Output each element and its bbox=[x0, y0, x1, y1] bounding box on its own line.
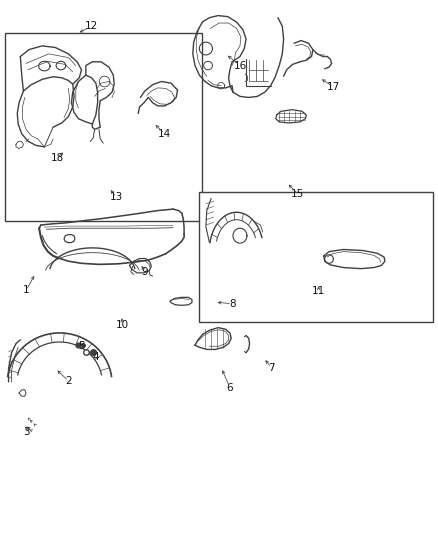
Text: 6: 6 bbox=[226, 383, 233, 393]
Text: 8: 8 bbox=[229, 298, 235, 309]
Text: 17: 17 bbox=[327, 82, 340, 92]
Text: 13: 13 bbox=[110, 192, 123, 203]
Text: 5: 5 bbox=[78, 341, 85, 351]
Text: 10: 10 bbox=[116, 320, 129, 330]
Text: 15: 15 bbox=[291, 189, 304, 199]
Text: 9: 9 bbox=[141, 267, 148, 277]
Bar bbox=[199, 192, 433, 322]
Bar bbox=[5, 33, 201, 221]
Text: 12: 12 bbox=[85, 21, 98, 31]
Text: 11: 11 bbox=[312, 286, 325, 296]
Text: 4: 4 bbox=[92, 352, 99, 362]
Text: 2: 2 bbox=[65, 376, 72, 386]
Text: 7: 7 bbox=[268, 362, 275, 373]
Text: 1: 1 bbox=[23, 286, 29, 295]
Text: 14: 14 bbox=[158, 128, 171, 139]
Text: 16: 16 bbox=[233, 61, 247, 70]
Text: 3: 3 bbox=[23, 427, 29, 438]
Text: 18: 18 bbox=[51, 152, 64, 163]
